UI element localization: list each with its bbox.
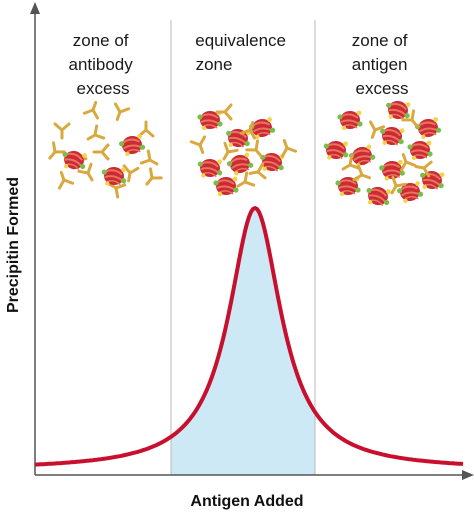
antigen-icon: [397, 181, 424, 204]
antibody-icon: [368, 120, 386, 140]
antibody-icon: [92, 143, 110, 161]
antibody-icon: [248, 162, 267, 180]
antigen-icon: [197, 110, 223, 131]
antigen-icon: [226, 152, 254, 176]
antigen-icon: [337, 110, 363, 131]
antibody-icon: [222, 141, 239, 161]
antigen-icon: [260, 152, 285, 172]
antibody-icon: [53, 122, 71, 140]
zone-label-antibody-excess: zone of antibody excess: [68, 31, 137, 98]
antibody-icon: [145, 167, 163, 186]
antibody-icon: [280, 138, 298, 158]
antibody-icon: [189, 135, 207, 155]
antibody-icon: [215, 103, 233, 121]
antibody-icon: [122, 164, 140, 183]
antibody-icon: [113, 102, 131, 122]
antigen-icon: [213, 176, 239, 197]
antigen-icon: [380, 126, 405, 146]
antigen-icon: [366, 186, 391, 206]
x-axis-arrow-icon: [462, 470, 474, 480]
antibody-icon: [390, 175, 407, 195]
antigen-icon: [407, 140, 433, 161]
antigen-icon: [323, 140, 349, 160]
antibody-icon: [341, 154, 361, 171]
antibody-icon: [86, 124, 106, 141]
antigen-icon: [386, 100, 411, 120]
antibody-icon: [107, 182, 127, 199]
antibody-icon: [245, 139, 263, 158]
immune-complex-illustrations: [48, 100, 445, 206]
antibody-icon: [399, 152, 417, 172]
antigen-icon: [197, 158, 223, 178]
x-axis-title: Antigen Added: [190, 493, 303, 510]
antigen-icon: [415, 117, 442, 140]
antibody-icon: [57, 170, 75, 190]
equivalence-shaded-area: [171, 208, 315, 475]
zone-label-antigen-excess: zone of antigen excess: [352, 31, 413, 98]
antibody-icon: [401, 109, 419, 128]
antibody-icon: [82, 100, 100, 120]
antibody-icon: [48, 141, 66, 160]
antigen-icon: [249, 117, 276, 140]
antibody-icon: [414, 160, 433, 178]
antibody-icon: [352, 164, 372, 182]
antibody-icon: [137, 120, 155, 138]
zone-label-equivalence: equivalence zone: [195, 31, 290, 74]
antigen-icon: [62, 150, 87, 170]
antibody-icon: [236, 171, 256, 188]
y-axis-title: Precipitin Formed: [5, 177, 22, 313]
antibody-icon: [239, 120, 257, 140]
antigen-icon: [101, 166, 127, 186]
antigen-icon: [420, 170, 445, 190]
y-axis-arrow-icon: [30, 2, 40, 14]
antibody-icon: [77, 162, 94, 182]
antigen-icon: [379, 159, 405, 181]
antibody-icon: [139, 149, 159, 166]
precipitin-curve: [34, 206, 464, 467]
antigen-icon: [119, 134, 146, 157]
